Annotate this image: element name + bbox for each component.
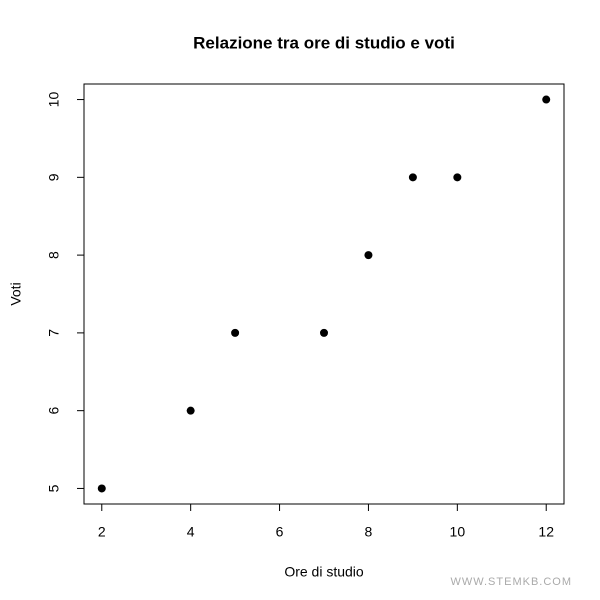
y-tick-label: 7 <box>46 329 62 337</box>
x-tick-label: 10 <box>450 524 466 540</box>
point <box>408 173 417 182</box>
y-tick-label: 6 <box>46 407 62 415</box>
x-tick-label: 12 <box>538 524 554 540</box>
point <box>231 328 240 337</box>
plot-box <box>83 83 565 505</box>
point <box>453 173 462 182</box>
y-tick-label: 5 <box>46 484 62 492</box>
y-tick-label: 8 <box>46 251 62 259</box>
point <box>542 95 551 104</box>
chart-title: Relazione tra ore di studio e voti <box>193 33 455 52</box>
y-tick-label: 9 <box>46 173 62 181</box>
x-tick-label: 4 <box>187 524 195 540</box>
y-axis-label: Voti <box>8 282 24 305</box>
x-tick-label: 6 <box>276 524 284 540</box>
y-tick-label: 10 <box>46 92 62 108</box>
x-tick-label: 2 <box>98 524 106 540</box>
point <box>186 406 195 415</box>
point <box>320 328 328 337</box>
x-tick-label: 8 <box>365 524 373 540</box>
point <box>364 251 373 260</box>
x-axis-label: Ore di studio <box>284 564 364 580</box>
watermark: WWW.STEMKB.COM <box>450 576 572 588</box>
point <box>97 484 106 493</box>
